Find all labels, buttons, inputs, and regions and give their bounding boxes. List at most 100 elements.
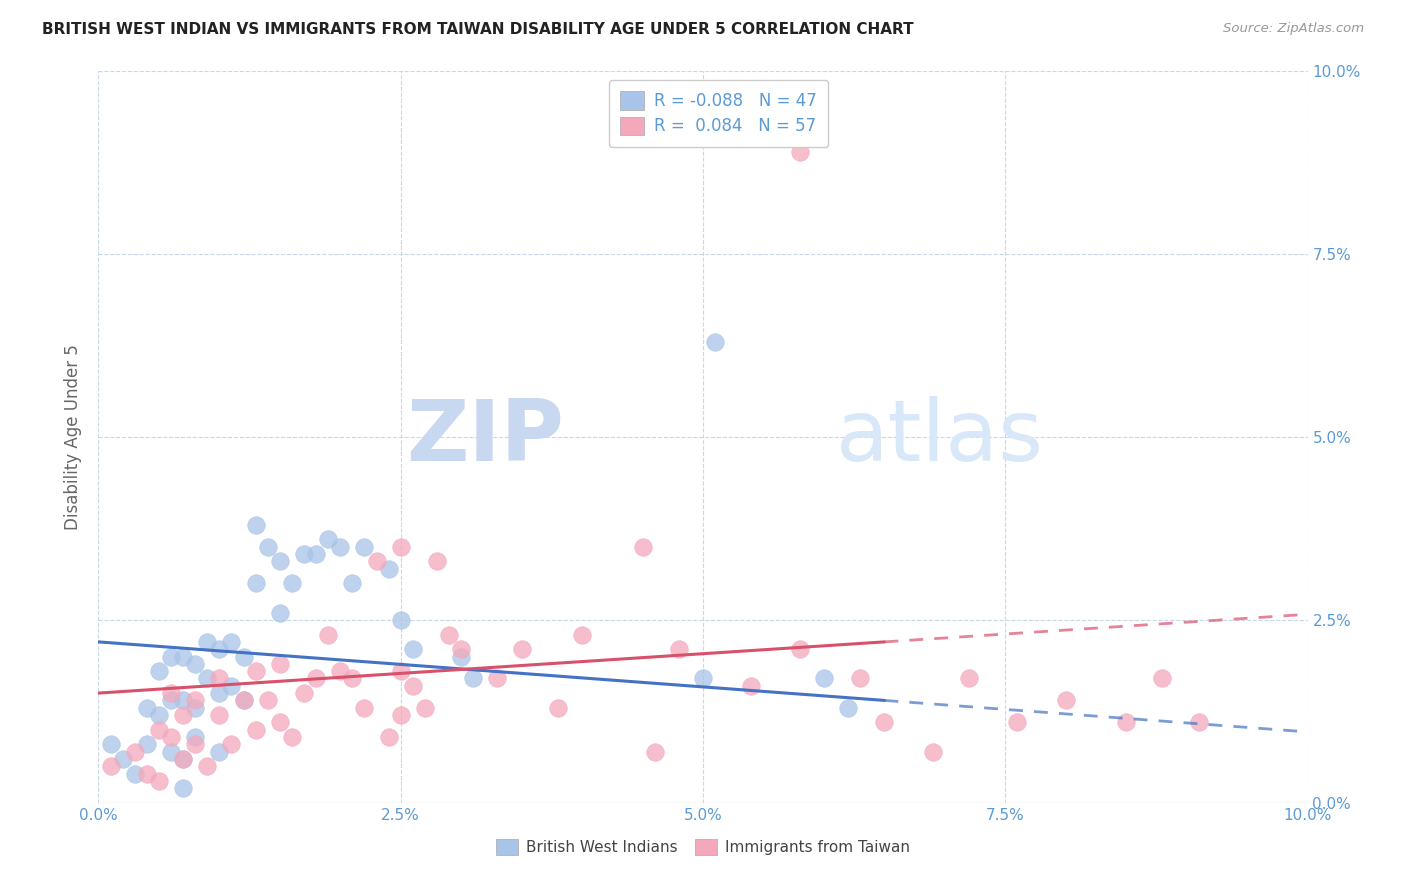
Point — [245, 664, 267, 678]
Point — [366, 554, 388, 568]
Point — [111, 752, 134, 766]
Point — [208, 672, 231, 686]
Point — [100, 759, 122, 773]
Point — [135, 766, 157, 780]
Point — [1152, 672, 1174, 686]
Point — [184, 700, 207, 714]
Point — [789, 642, 811, 657]
Point — [124, 766, 146, 780]
Legend: British West Indians, Immigrants from Taiwan: British West Indians, Immigrants from Ta… — [491, 833, 915, 861]
Point — [1054, 693, 1077, 707]
Point — [232, 693, 254, 707]
Point — [644, 745, 666, 759]
Point — [221, 679, 243, 693]
Point — [195, 672, 218, 686]
Point — [813, 672, 835, 686]
Point — [1007, 715, 1029, 730]
Point — [377, 562, 399, 576]
Point — [208, 708, 231, 723]
Point — [692, 672, 714, 686]
Point — [184, 737, 207, 751]
Point — [100, 737, 122, 751]
Point — [148, 708, 170, 723]
Point — [208, 745, 231, 759]
Point — [281, 730, 304, 744]
Point — [353, 540, 375, 554]
Point — [160, 649, 183, 664]
Point — [221, 635, 243, 649]
Point — [160, 686, 183, 700]
Point — [631, 540, 654, 554]
Point — [124, 745, 146, 759]
Point — [342, 672, 364, 686]
Point — [413, 700, 436, 714]
Point — [232, 693, 254, 707]
Point — [486, 672, 509, 686]
Point — [849, 672, 872, 686]
Point — [837, 700, 859, 714]
Point — [245, 576, 267, 591]
Point — [172, 752, 194, 766]
Point — [1188, 715, 1211, 730]
Point — [184, 693, 207, 707]
Text: ZIP: ZIP — [406, 395, 564, 479]
Point — [281, 576, 304, 591]
Point — [668, 642, 690, 657]
Point — [148, 773, 170, 788]
Point — [269, 715, 291, 730]
Point — [329, 540, 352, 554]
Point — [148, 664, 170, 678]
Point — [353, 700, 375, 714]
Point — [172, 752, 194, 766]
Point — [256, 693, 278, 707]
Point — [269, 554, 291, 568]
Point — [450, 642, 472, 657]
Text: BRITISH WEST INDIAN VS IMMIGRANTS FROM TAIWAN DISABILITY AGE UNDER 5 CORRELATION: BRITISH WEST INDIAN VS IMMIGRANTS FROM T… — [42, 22, 914, 37]
Point — [135, 700, 157, 714]
Point — [329, 664, 352, 678]
Point — [269, 657, 291, 671]
Point — [342, 576, 364, 591]
Point — [292, 547, 315, 561]
Point — [195, 635, 218, 649]
Point — [547, 700, 569, 714]
Point — [704, 334, 727, 349]
Point — [208, 686, 231, 700]
Point — [292, 686, 315, 700]
Point — [463, 672, 485, 686]
Point — [437, 627, 460, 641]
Point — [135, 737, 157, 751]
Point — [921, 745, 943, 759]
Text: atlas: atlas — [837, 395, 1045, 479]
Point — [389, 613, 412, 627]
Point — [160, 693, 183, 707]
Point — [389, 664, 412, 678]
Point — [1115, 715, 1137, 730]
Point — [172, 649, 194, 664]
Text: Source: ZipAtlas.com: Source: ZipAtlas.com — [1223, 22, 1364, 36]
Point — [195, 759, 218, 773]
Point — [256, 540, 278, 554]
Point — [571, 627, 593, 641]
Point — [389, 540, 412, 554]
Point — [789, 145, 811, 159]
Point — [316, 627, 339, 641]
Point — [873, 715, 896, 730]
Point — [184, 730, 207, 744]
Point — [740, 679, 762, 693]
Y-axis label: Disability Age Under 5: Disability Age Under 5 — [65, 344, 83, 530]
Point — [402, 642, 425, 657]
Point — [172, 708, 194, 723]
Point — [316, 533, 339, 547]
Point — [221, 737, 243, 751]
Point — [389, 708, 412, 723]
Point — [172, 781, 194, 796]
Point — [245, 723, 267, 737]
Point — [402, 679, 425, 693]
Point — [184, 657, 207, 671]
Point — [208, 642, 231, 657]
Point — [232, 649, 254, 664]
Point — [269, 606, 291, 620]
Point — [172, 693, 194, 707]
Point — [426, 554, 449, 568]
